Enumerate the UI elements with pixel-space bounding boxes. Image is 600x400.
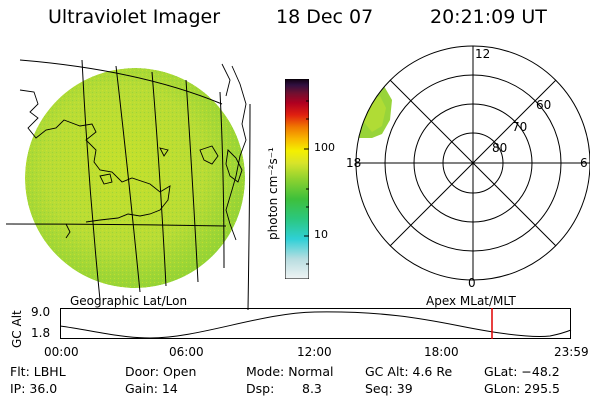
orbit-xtick-1200: 12:00 — [297, 345, 332, 359]
mlat-label-60: 60 — [536, 98, 552, 112]
coastlines — [19, 63, 247, 241]
polar-grid — [355, 45, 590, 281]
geographic-image — [5, 59, 251, 310]
mlt-label-0: 0 — [468, 276, 476, 290]
ip-info: IP: 36.0 — [10, 381, 58, 396]
colorbar — [285, 79, 309, 279]
geo-grid — [5, 59, 251, 310]
orbit-ytick-bottom: 1.8 — [31, 326, 51, 340]
gc-alt-info: GC Alt: 4.6 Re — [365, 364, 453, 379]
mlt-label-6: 6 — [580, 156, 588, 170]
mlt-label-18: 18 — [346, 156, 362, 170]
instrument-title: Ultraviolet Imager — [48, 6, 221, 28]
dsp-value: 8.3 — [302, 381, 322, 396]
seq-info: Seq: 39 — [365, 381, 413, 396]
orbit-ytick-top: 9.0 — [31, 305, 51, 319]
image-time: 20:21:09 UT — [430, 6, 547, 28]
colorbar-tick-10: 10 — [314, 228, 328, 241]
mlat-label-70: 70 — [512, 120, 528, 134]
orbit-xtick-2359: 23:59 — [554, 345, 589, 359]
glat-info: GLat: −48.2 — [484, 364, 560, 379]
orbit-altitude-plot — [60, 308, 572, 339]
mlat-label-80: 80 — [492, 141, 508, 155]
orbit-xtick-1800: 18:00 — [424, 345, 459, 359]
mlt-label-12: 12 — [475, 47, 491, 61]
orbit-ylabel: GC Alt — [10, 310, 24, 348]
colorbar-unit-label: photon cm⁻²s⁻¹ — [266, 147, 280, 240]
orbit-xtick-0000: 00:00 — [44, 345, 79, 359]
dsp-label: Dsp: — [246, 381, 275, 396]
mode-info: Mode: Normal — [246, 364, 334, 379]
left-panel-caption: Geographic Lat/Lon — [70, 294, 188, 308]
glon-info: GLon: 295.5 — [484, 381, 560, 396]
polar-plot — [355, 45, 590, 281]
image-date: 18 Dec 07 — [276, 6, 374, 28]
door-info: Door: Open — [125, 364, 197, 379]
filter-info: Flt: LBHL — [10, 364, 66, 379]
gain-info: Gain: 14 — [125, 381, 178, 396]
orbit-xtick-0600: 06:00 — [169, 345, 204, 359]
colorbar-tick-100: 100 — [314, 141, 335, 154]
right-panel-caption: Apex MLat/MLT — [426, 294, 516, 308]
